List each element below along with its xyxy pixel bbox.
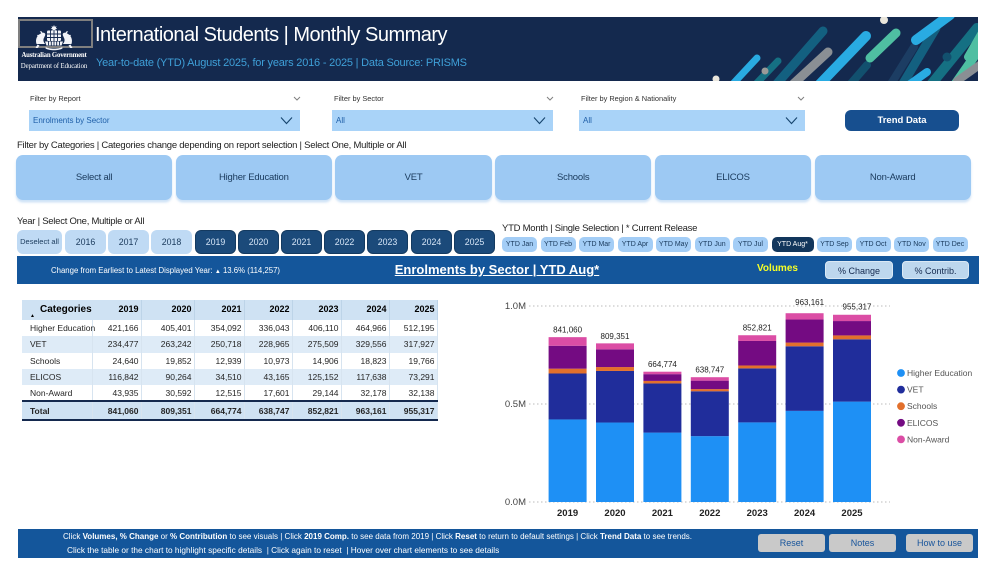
svg-text:2021: 2021 [652,508,674,519]
svg-text:1.0M: 1.0M [505,301,526,312]
svg-text:0.0M: 0.0M [505,497,526,508]
svg-text:2019: 2019 [557,508,578,519]
svg-text:ELICOS: ELICOS [907,418,939,428]
svg-text:963,161: 963,161 [795,298,824,307]
svg-text:2025: 2025 [841,508,863,519]
svg-text:0.5M: 0.5M [505,399,526,410]
svg-text:2024: 2024 [794,508,816,519]
svg-text:VET: VET [907,385,924,395]
svg-text:852,821: 852,821 [743,324,772,333]
svg-text:Non-Award: Non-Award [907,434,950,444]
svg-text:955,317: 955,317 [843,303,872,312]
svg-text:Higher Education: Higher Education [907,368,972,378]
svg-text:2023: 2023 [747,508,768,519]
svg-text:2020: 2020 [604,508,625,519]
svg-text:Schools: Schools [907,401,937,411]
svg-text:841,060: 841,060 [553,326,582,335]
svg-text:664,774: 664,774 [648,360,677,369]
svg-text:638,747: 638,747 [695,366,724,375]
svg-text:809,351: 809,351 [601,332,630,341]
svg-text:2022: 2022 [699,508,720,519]
